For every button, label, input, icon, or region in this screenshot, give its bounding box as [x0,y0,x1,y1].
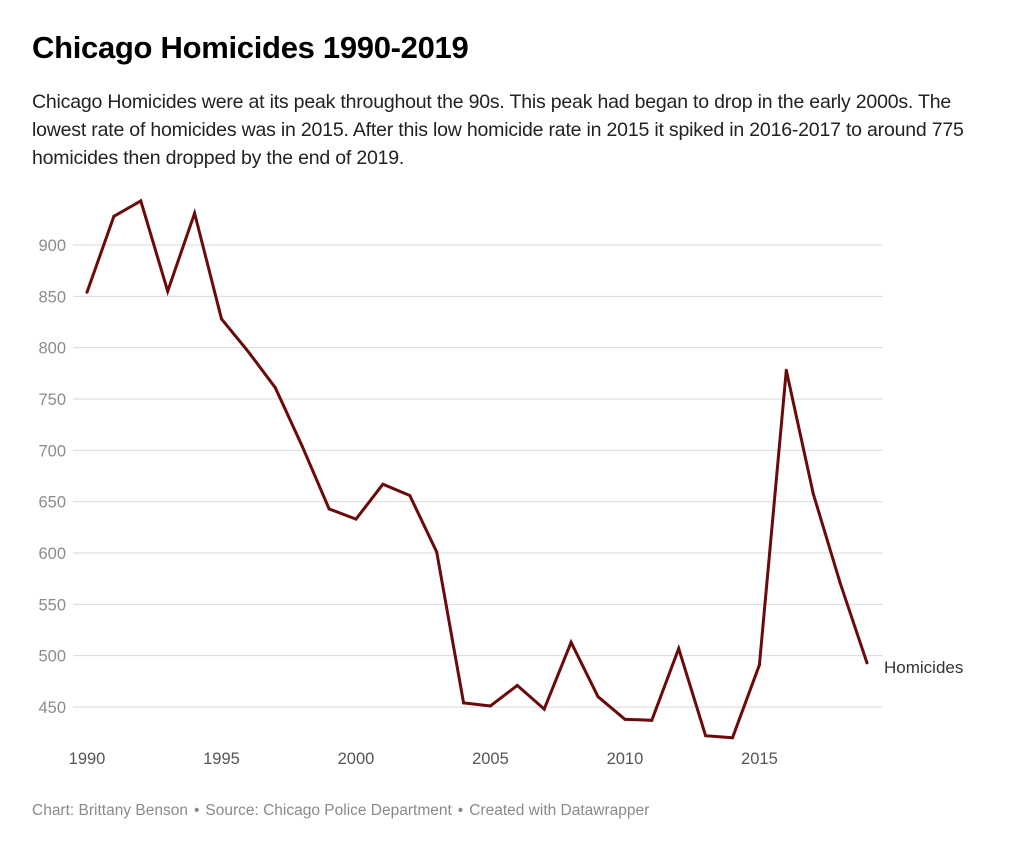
chart-description: Chicago Homicides were at its peak throu… [32,91,964,169]
data-point-2014 [731,736,735,740]
y-axis-tick-labels: 450 500 550 600 650 700 750 800 850 900 [38,237,66,717]
data-point-2007 [542,707,546,711]
data-point-1997 [273,386,277,390]
y-tick-label: 700 [38,442,66,460]
source-credit: Source: Chicago Police Department [205,802,452,819]
y-tick-label: 650 [38,494,66,512]
separator: • [457,802,464,819]
data-point-2000 [354,517,358,521]
chart-credit: Chart: Brittany Benson [32,802,188,819]
created-with: Created with Datawrapper [469,802,650,819]
y-tick-label: 900 [38,237,66,255]
data-point-2003 [435,550,439,554]
data-point-2016 [784,368,788,372]
chart-footer: Chart: Brittany Benson • Source: Chicago P… [32,802,649,820]
y-tick-label: 850 [38,288,66,306]
data-point-1994 [193,211,197,215]
y-tick-label: 600 [38,545,66,563]
data-point-2015 [757,663,761,667]
data-point-2001 [381,482,385,486]
data-point-2013 [704,734,708,738]
x-tick-label: 2015 [741,750,778,768]
data-point-2018 [838,581,842,585]
series-label-homicides: Homicides [884,658,963,677]
x-tick-label: 2010 [607,750,644,768]
y-tick-label: 500 [38,648,66,666]
data-point-2019 [865,661,869,665]
chart-title: Chicago Homicides 1990-2019 [32,30,469,65]
data-point-1999 [327,507,331,511]
data-point-2011 [650,718,654,722]
data-point-2010 [623,717,627,721]
x-tick-label: 2005 [472,750,509,768]
gridlines [73,244,883,708]
x-tick-label: 1990 [69,750,106,768]
y-tick-label: 750 [38,391,66,409]
y-tick-label: 550 [38,596,66,614]
data-point-2012 [677,646,681,650]
data-points [85,199,869,740]
data-point-1991 [112,214,116,218]
series-line-homicides [85,198,869,740]
data-point-1995 [219,317,223,321]
data-point-1996 [246,350,250,354]
data-point-2009 [596,695,600,699]
data-point-2004 [462,701,466,705]
x-tick-label: 2000 [338,750,375,768]
data-point-1993 [166,289,170,293]
data-point-2006 [515,683,519,687]
data-point-1990 [85,290,89,294]
y-tick-label: 450 [38,699,66,717]
data-point-2005 [488,704,492,708]
y-tick-label: 800 [38,340,66,358]
data-point-1998 [300,444,304,448]
data-point-2002 [408,494,412,498]
x-tick-label: 1995 [203,750,240,768]
data-point-2017 [811,491,815,495]
data-point-2008 [569,640,573,644]
data-point-1992 [139,199,143,203]
separator: • [193,802,200,819]
x-axis-tick-labels: 1990 1995 2000 2005 2010 2015 [69,750,778,768]
